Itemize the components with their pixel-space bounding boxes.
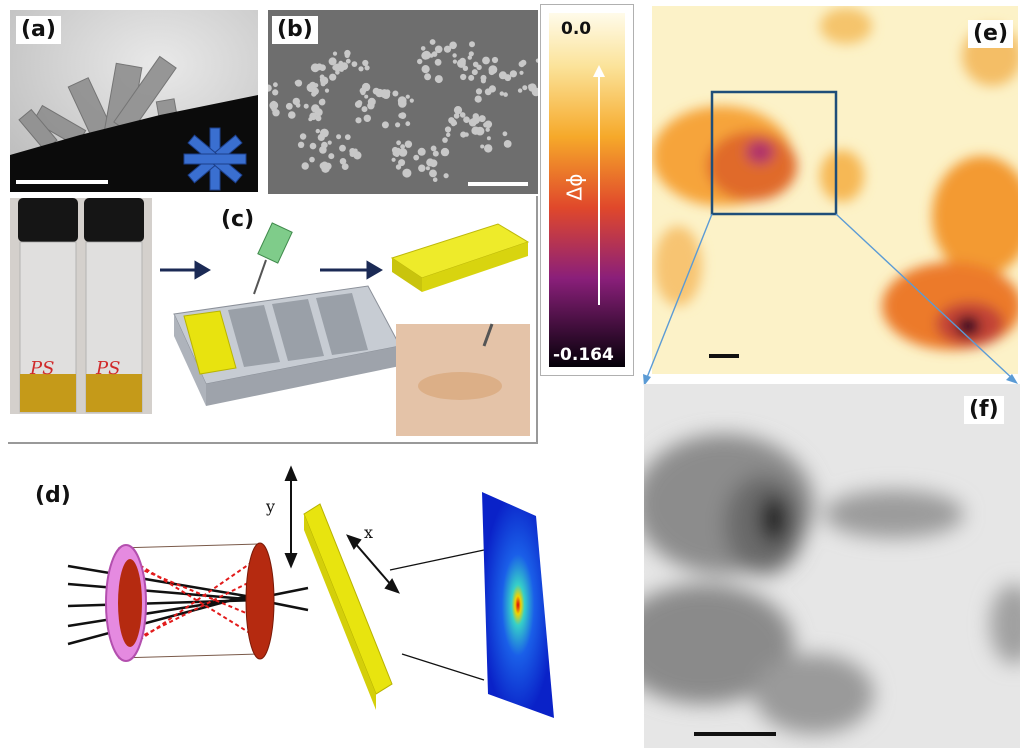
axis-y-arrow: [284, 465, 298, 569]
mold-model: [173, 285, 401, 406]
diffraction-pattern: [482, 492, 554, 718]
panel-label-e: (e): [968, 20, 1014, 48]
panel-a-tem-image: (a): [10, 10, 258, 192]
phase-colorbar: 0.0 -0.164 Δϕ: [540, 4, 634, 376]
scale-bar: [468, 182, 528, 186]
lens-icon: [245, 542, 275, 660]
axis-x-label: x: [364, 523, 373, 542]
arrow-right-icon: [160, 260, 211, 280]
scale-bar: [694, 732, 776, 736]
vial-label: PS: [29, 358, 54, 379]
vial-photo: [18, 198, 144, 413]
panel-c-fabrication: PS PS: [8, 196, 538, 444]
panel-e-phase-map: (e): [652, 6, 1018, 374]
cured-film-model: [390, 223, 530, 292]
panel-label-f: (f): [964, 396, 1004, 424]
zoom-connector-lines: [643, 213, 1018, 386]
colorbar-min-label: -0.164: [553, 345, 614, 365]
axis-x-arrow: [346, 534, 400, 594]
colorbar-max-label: 0.0: [561, 19, 592, 39]
panel-label-c: (c): [216, 206, 260, 234]
panel-label-a: (a): [16, 16, 61, 44]
scale-bar: [709, 354, 739, 358]
arrow-right-icon: [320, 260, 383, 280]
syringe-icon: [253, 222, 293, 295]
panel-f-zoom-image: (f): [644, 384, 1020, 748]
axis-y-label: y: [265, 497, 275, 516]
panel-b-sem-image: (b): [268, 10, 538, 194]
colorbar-quantity-label: Δϕ: [562, 173, 587, 201]
nanostar-clusters: [268, 39, 538, 182]
panel-label-d: (d): [30, 482, 76, 510]
sample-film: [303, 503, 393, 710]
scale-bar: [16, 180, 108, 184]
zoom-region-box: [710, 90, 838, 216]
vial-label: PS: [95, 358, 120, 379]
panel-label-b: (b): [272, 16, 318, 44]
nanostar-model-icon: [183, 127, 247, 191]
panel-d-setup-diagram: y x (d): [8, 448, 628, 748]
annular-ring-icon: [105, 544, 147, 662]
